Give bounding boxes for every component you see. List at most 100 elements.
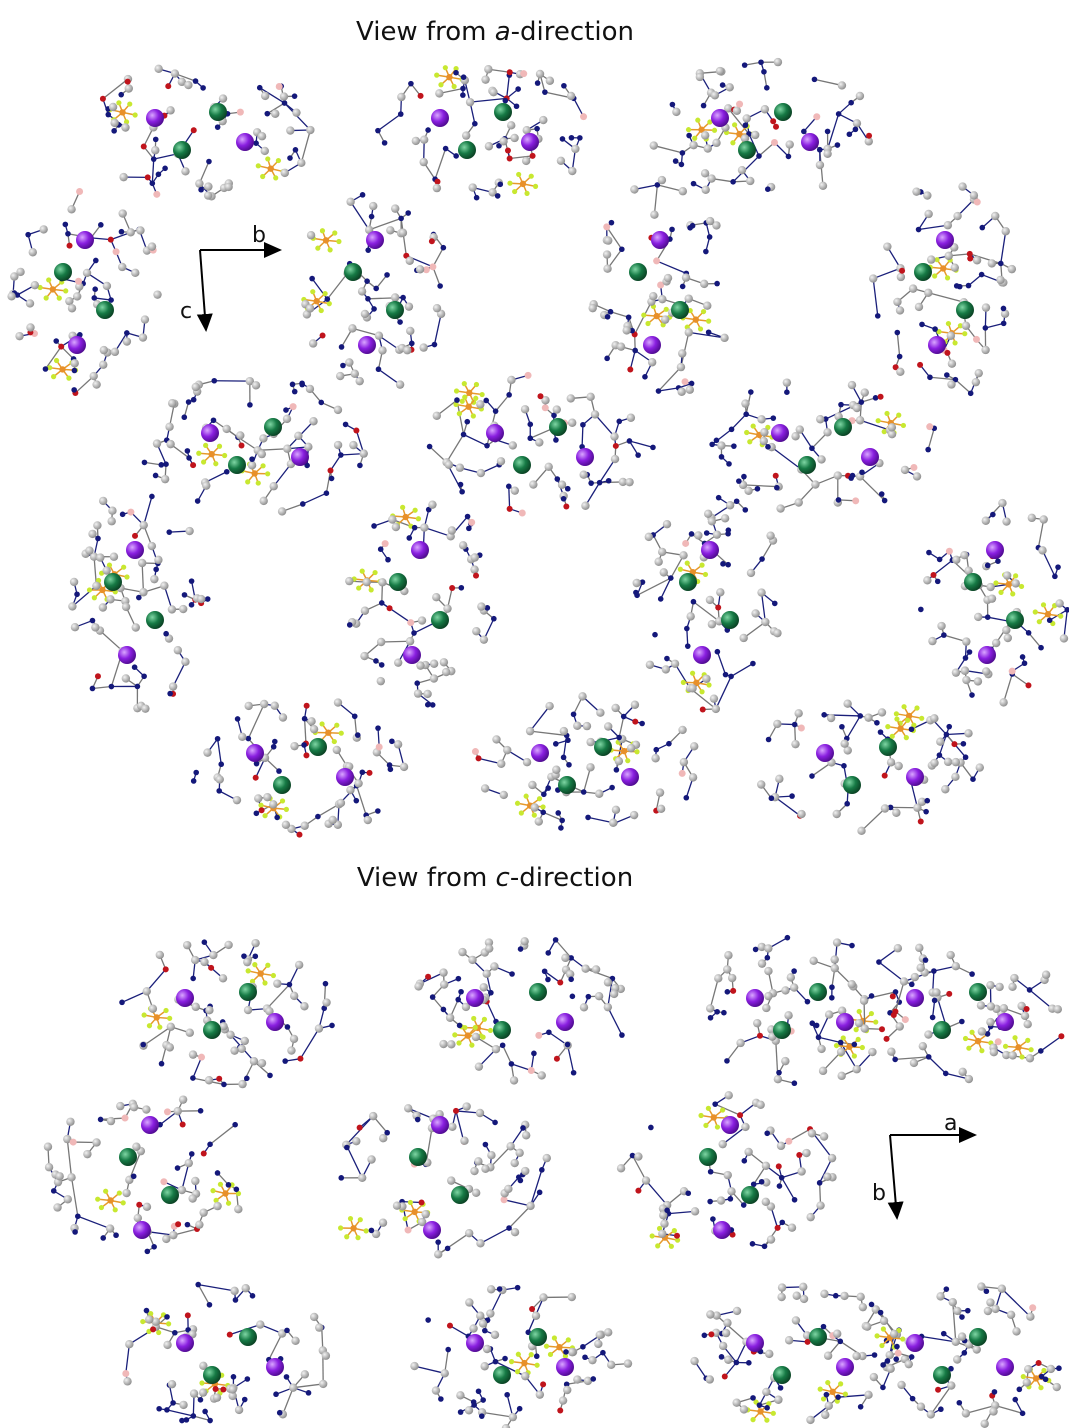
atom: [779, 1175, 785, 1181]
atom: [568, 977, 574, 983]
atom: [673, 158, 679, 164]
fluorine-atom: [246, 968, 251, 973]
atom: [859, 1303, 867, 1311]
atom: [149, 1005, 157, 1013]
phosphorus-atom: [1006, 581, 1012, 587]
atom: [855, 1019, 863, 1027]
atom: [764, 992, 772, 1000]
atom: [757, 1033, 763, 1039]
atom: [627, 366, 633, 372]
atom: [140, 521, 148, 529]
metal-atom-green: [104, 573, 122, 591]
atom: [792, 1080, 798, 1086]
atom: [142, 1105, 150, 1113]
atom: [639, 721, 645, 727]
atom: [92, 1138, 100, 1146]
atom: [379, 662, 385, 668]
atom: [497, 457, 505, 465]
atom: [440, 980, 448, 988]
bond: [346, 1145, 362, 1178]
atom: [486, 1309, 494, 1317]
atom: [764, 1130, 770, 1136]
fluorine-atom: [454, 388, 459, 393]
atom: [483, 970, 491, 978]
atom: [122, 674, 130, 682]
atom: [843, 699, 851, 707]
fluorine-atom: [1019, 584, 1024, 589]
fluorine-atom: [655, 1243, 660, 1248]
atom: [492, 735, 500, 743]
atom: [124, 330, 130, 336]
atom: [189, 1151, 195, 1157]
atom: [172, 1330, 178, 1336]
atom: [858, 1404, 864, 1410]
metal-atom-green: [629, 263, 647, 281]
atom: [690, 1357, 698, 1365]
fluorine-atom: [919, 716, 924, 721]
atom: [358, 1174, 366, 1182]
atom: [493, 1359, 499, 1365]
fluorine-atom: [529, 1352, 534, 1357]
atom: [817, 147, 823, 153]
atom: [163, 1341, 171, 1349]
atom: [453, 1108, 459, 1114]
atom: [70, 578, 78, 586]
fluorine-atom: [328, 247, 333, 252]
atom: [433, 304, 441, 312]
atom: [518, 1178, 524, 1184]
atom: [63, 222, 69, 228]
atom: [521, 1372, 529, 1380]
atom: [924, 1030, 932, 1038]
atom: [707, 234, 713, 240]
atom: [727, 1187, 735, 1195]
atom: [680, 758, 688, 766]
atom: [120, 512, 126, 518]
bond: [731, 664, 753, 677]
atom: [434, 179, 440, 185]
atom: [204, 191, 212, 199]
atom: [786, 140, 794, 148]
atom: [658, 1230, 666, 1238]
atom: [274, 815, 280, 821]
atom: [509, 971, 515, 977]
atom: [181, 414, 187, 420]
atom: [712, 705, 720, 713]
atom: [241, 953, 247, 959]
atom: [108, 507, 116, 515]
atom: [561, 755, 567, 761]
atom: [379, 1219, 387, 1227]
bond: [274, 464, 291, 486]
atom: [282, 100, 288, 106]
atom: [646, 661, 654, 669]
metal-atom-purple: [836, 1013, 854, 1031]
atom: [686, 386, 694, 394]
atom: [379, 1134, 387, 1142]
atom: [707, 174, 715, 182]
crystal-structure: [7, 58, 1069, 1428]
atom: [742, 507, 748, 513]
atom: [977, 1001, 985, 1009]
atom: [430, 994, 436, 1000]
atom: [193, 78, 199, 84]
atom: [320, 332, 326, 338]
fluorine-atom: [1038, 1385, 1043, 1390]
metal-atom-purple: [521, 133, 539, 151]
atom: [624, 1359, 632, 1367]
atom: [215, 1170, 221, 1176]
atom: [242, 1397, 248, 1403]
atom: [153, 567, 159, 573]
atom: [909, 982, 915, 988]
atom: [962, 1409, 970, 1417]
atom: [323, 981, 329, 987]
atom: [391, 293, 399, 301]
metal-atom-green: [843, 776, 861, 794]
fluorine-atom: [750, 1417, 755, 1422]
atom: [163, 631, 169, 637]
fluorine-atom: [962, 331, 967, 336]
atom: [736, 478, 742, 484]
atom: [594, 1340, 602, 1348]
atom: [208, 965, 214, 971]
atom: [166, 529, 172, 535]
atom: [65, 231, 71, 237]
atom: [969, 971, 975, 977]
